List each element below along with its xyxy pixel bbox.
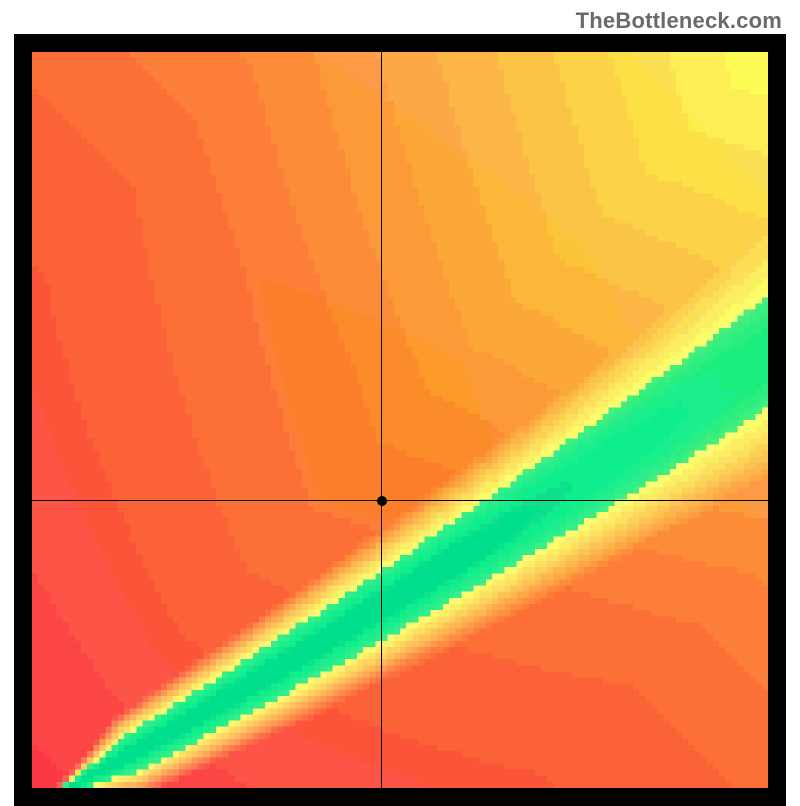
watermark-text: TheBottleneck.com bbox=[576, 8, 782, 34]
plot-area bbox=[32, 52, 768, 788]
crosshair-horizontal bbox=[32, 500, 768, 501]
root-container: TheBottleneck.com bbox=[0, 0, 800, 800]
crosshair-vertical bbox=[381, 52, 382, 788]
heatmap-canvas bbox=[32, 52, 768, 788]
data-point-marker bbox=[377, 496, 387, 506]
